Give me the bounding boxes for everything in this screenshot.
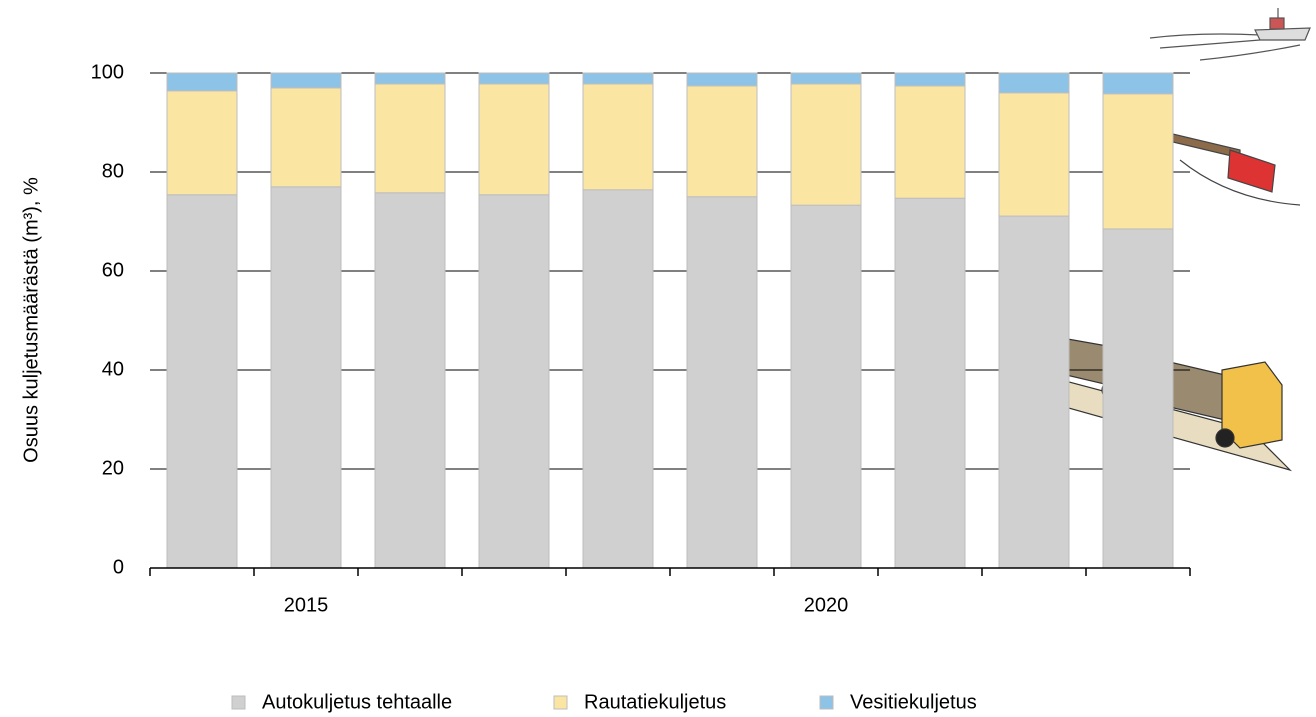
y-tick-label: 60 bbox=[102, 259, 124, 281]
bar-segment bbox=[270, 186, 342, 569]
bar-segment bbox=[686, 85, 758, 198]
legend-label: Autokuljetus tehtaalle bbox=[262, 691, 452, 713]
bar-segment bbox=[478, 194, 550, 569]
bar-segment bbox=[686, 72, 758, 87]
bar-segment bbox=[166, 90, 238, 196]
legend-swatch bbox=[819, 695, 834, 710]
legend-label: Vesitiekuljetus bbox=[850, 691, 977, 713]
bar-segment bbox=[478, 83, 550, 196]
bar-segment bbox=[582, 83, 654, 191]
bar-segment bbox=[894, 197, 966, 569]
x-tick-label: 2020 bbox=[804, 594, 849, 616]
y-tick-label: 80 bbox=[102, 160, 124, 182]
legend-swatch bbox=[553, 695, 568, 710]
bar-segment bbox=[686, 196, 758, 569]
bar-segment bbox=[166, 72, 238, 92]
x-tick-label: 2015 bbox=[284, 594, 329, 616]
bar-segment bbox=[790, 72, 862, 85]
y-tick-label: 20 bbox=[102, 457, 124, 479]
bar-segment bbox=[998, 72, 1070, 94]
bar-segment bbox=[998, 92, 1070, 217]
bar-segment bbox=[374, 72, 446, 85]
bar-segment bbox=[166, 194, 238, 569]
bar-segment bbox=[790, 83, 862, 206]
bar-segment bbox=[1102, 93, 1174, 230]
legend-swatch bbox=[231, 695, 246, 710]
bar-segment bbox=[374, 83, 446, 194]
bar-segment bbox=[1102, 72, 1174, 95]
bar-segment bbox=[374, 192, 446, 569]
bar-segment bbox=[270, 87, 342, 188]
y-tick-label: 100 bbox=[91, 61, 124, 83]
bar-segment bbox=[582, 189, 654, 569]
bar-segment bbox=[998, 215, 1070, 569]
bar-segment bbox=[894, 85, 966, 199]
bar-segment bbox=[478, 72, 550, 85]
bar-segment bbox=[582, 72, 654, 85]
illustration-ship bbox=[1149, 8, 1311, 61]
bar-segment bbox=[1102, 228, 1174, 569]
y-tick-label: 40 bbox=[102, 358, 124, 380]
bar-segment bbox=[270, 72, 342, 89]
bar-segment bbox=[790, 204, 862, 569]
y-tick-label: 0 bbox=[113, 556, 124, 578]
legend-label: Rautatiekuljetus bbox=[584, 691, 726, 713]
y-axis-title: Osuus kuljetusmäärästä (m³), % bbox=[20, 177, 42, 463]
bar-segment bbox=[894, 72, 966, 87]
